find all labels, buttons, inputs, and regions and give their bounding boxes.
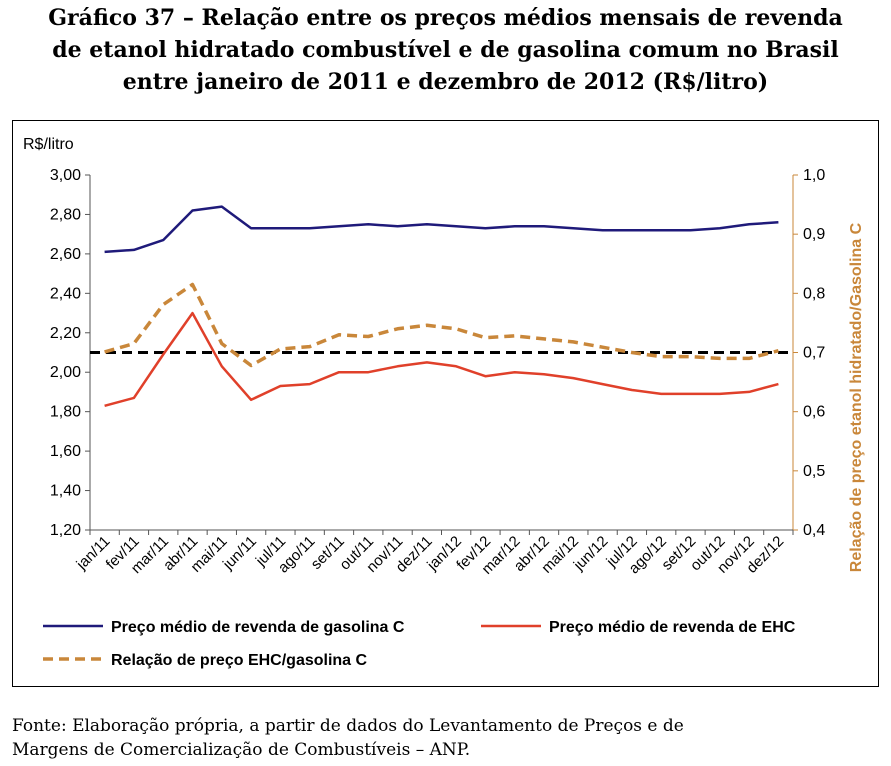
left-tick-label: 1,60 — [50, 443, 81, 460]
left-tick-label: 1,40 — [50, 483, 81, 500]
line-chart: 3,00 2,80 2,60 2,40 2,20 2,00 1,80 1,60 1,40 1,20… — [23, 136, 865, 669]
left-tick-label: 2,80 — [50, 206, 81, 223]
left-tick-label: 2,40 — [50, 285, 81, 302]
x-tick-label: jun/11 — [219, 533, 260, 574]
legend-label-3: Relação de preço EHC/gasolina C — [111, 652, 368, 669]
right-tick-label: 0,4 — [803, 522, 825, 539]
chart-title: Gráfico 37 – Relação entre os preços méd… — [0, 2, 891, 98]
right-tick-label: 0,8 — [803, 285, 825, 302]
left-tick-label: 3,00 — [50, 167, 81, 184]
legend-label-2: Preço médio de revenda de EHC — [549, 619, 796, 636]
source-line-1: Fonte: Elaboração própria, a partir de d… — [12, 716, 684, 736]
title-line-2: de etanol hidratado combustível e de gas… — [52, 37, 839, 63]
right-tick-label: 0,7 — [803, 345, 825, 362]
y2-axis-label: Relação de preço etanol hidratado/Gasoli… — [848, 222, 865, 572]
series-line-3 — [104, 282, 779, 368]
left-tick-label: 1,80 — [50, 404, 81, 421]
series-line-2 — [104, 311, 779, 408]
right-tick-label: 0,6 — [803, 404, 825, 421]
left-tick-label: 2,20 — [50, 325, 81, 342]
series-line-1 — [104, 205, 779, 254]
left-tick-label: 2,00 — [50, 364, 81, 381]
left-tick-label: 1,20 — [50, 522, 81, 539]
source-note: Fonte: Elaboração própria, a partir de d… — [12, 714, 880, 762]
chart-frame: 3,00 2,80 2,60 2,40 2,20 2,00 1,80 1,60 1,40 1,20… — [12, 120, 879, 687]
legend-label-1: Preço médio de revenda de gasolina C — [111, 619, 405, 636]
source-line-2: Margens de Comercialização de Combustíve… — [12, 740, 471, 760]
right-tick-label: 0,9 — [803, 226, 825, 243]
y-axis-label: R$/litro — [23, 136, 74, 153]
left-tick-label: 2,60 — [50, 246, 81, 263]
title-line-1: Gráfico 37 – Relação entre os preços méd… — [48, 5, 843, 31]
title-line-3: entre janeiro de 2011 e dezembro de 2012… — [122, 69, 769, 95]
right-tick-label: 1,0 — [803, 167, 825, 184]
right-tick-label: 0,5 — [803, 463, 825, 480]
